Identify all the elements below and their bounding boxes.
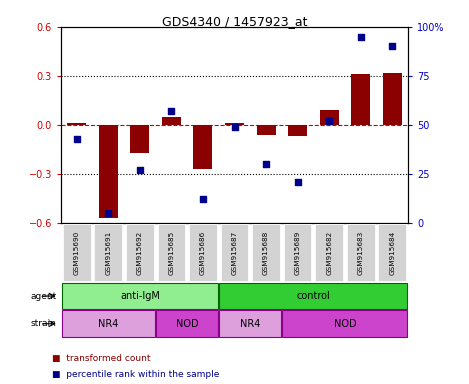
Text: GSM915688: GSM915688: [263, 230, 269, 275]
Bar: [99, 125, 118, 218]
Bar: [351, 74, 370, 125]
Bar: [225, 123, 244, 125]
Bar: [194, 125, 212, 169]
Point: [231, 124, 238, 130]
Text: GDS4340 / 1457923_at: GDS4340 / 1457923_at: [162, 15, 307, 28]
Text: GSM915690: GSM915690: [74, 230, 80, 275]
Bar: [61, 310, 155, 337]
Point: [199, 196, 207, 202]
Text: ■  transformed count: ■ transformed count: [52, 354, 150, 363]
Bar: [219, 310, 281, 337]
Text: GSM915686: GSM915686: [200, 230, 206, 275]
Text: GSM915691: GSM915691: [106, 230, 111, 275]
Bar: [94, 224, 122, 281]
Text: ■  percentile rank within the sample: ■ percentile rank within the sample: [52, 369, 219, 379]
Text: GSM915692: GSM915692: [137, 230, 143, 275]
Text: GSM915689: GSM915689: [295, 230, 301, 275]
Text: NR4: NR4: [98, 319, 119, 329]
Bar: [288, 125, 307, 136]
Point: [167, 108, 175, 114]
Point: [262, 161, 270, 167]
Point: [105, 210, 112, 216]
Text: NOD: NOD: [176, 319, 198, 329]
Point: [294, 179, 302, 185]
Bar: [383, 73, 402, 125]
Bar: [158, 224, 185, 281]
Bar: [378, 224, 406, 281]
Text: anti-IgM: anti-IgM: [120, 291, 160, 301]
Bar: [219, 283, 408, 310]
Text: GSM915685: GSM915685: [168, 230, 174, 275]
Point: [73, 136, 81, 142]
Bar: [252, 224, 280, 281]
Bar: [162, 117, 181, 125]
Text: agent: agent: [30, 291, 56, 301]
Text: GSM915684: GSM915684: [389, 230, 395, 275]
Bar: [315, 224, 343, 281]
Point: [136, 167, 144, 173]
Bar: [282, 310, 408, 337]
Bar: [130, 125, 149, 152]
Bar: [347, 224, 375, 281]
Text: GSM915683: GSM915683: [358, 230, 363, 275]
Text: NOD: NOD: [333, 319, 356, 329]
Bar: [257, 125, 275, 135]
Point: [325, 118, 333, 124]
Point: [357, 34, 364, 40]
Bar: [61, 283, 218, 310]
Bar: [126, 224, 154, 281]
Text: control: control: [296, 291, 330, 301]
Text: NR4: NR4: [240, 319, 260, 329]
Bar: [189, 224, 217, 281]
Text: GSM915687: GSM915687: [232, 230, 237, 275]
Bar: [63, 224, 91, 281]
Text: GSM915682: GSM915682: [326, 230, 332, 275]
Bar: [67, 123, 86, 125]
Bar: [320, 110, 339, 125]
Bar: [284, 224, 311, 281]
Bar: [156, 310, 218, 337]
Text: strain: strain: [30, 319, 56, 328]
Point: [388, 43, 396, 50]
Bar: [220, 224, 249, 281]
